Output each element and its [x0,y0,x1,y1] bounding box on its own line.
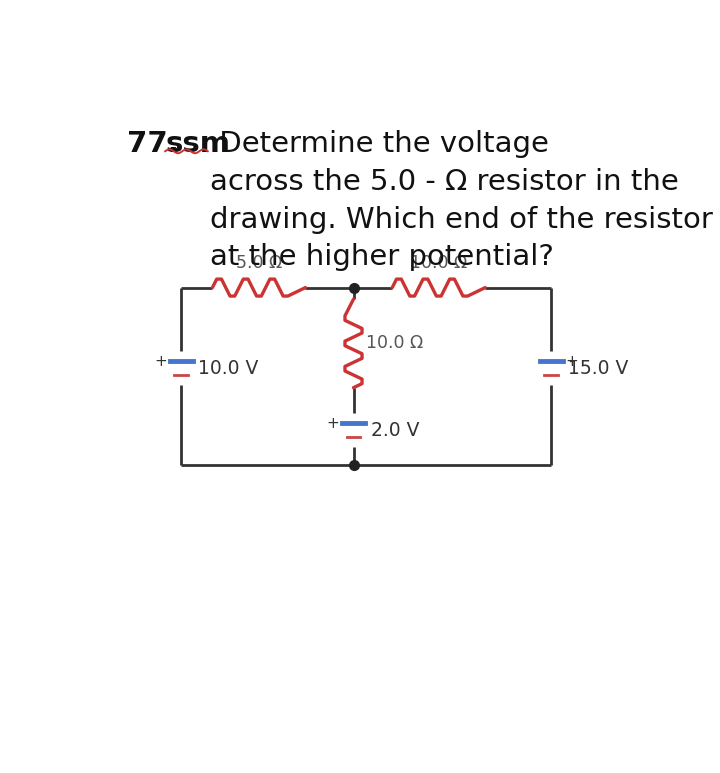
Text: +: + [326,416,339,431]
Text: 15.0 V: 15.0 V [568,359,629,378]
Text: 5.0 Ω: 5.0 Ω [236,254,282,272]
Text: 2.0 V: 2.0 V [371,421,419,440]
Text: +: + [154,354,167,369]
Text: 10.0 V: 10.0 V [199,359,259,378]
Text: +: + [566,354,579,369]
Text: ssm: ssm [165,130,230,158]
Text: 10.0 Ω: 10.0 Ω [366,335,423,352]
Text: 77.: 77. [127,130,179,158]
Text: Determine the voltage
across the 5.0 - Ω resistor in the
drawing. Which end of t: Determine the voltage across the 5.0 - Ω… [210,130,720,271]
Text: 10.0 Ω: 10.0 Ω [410,254,467,272]
